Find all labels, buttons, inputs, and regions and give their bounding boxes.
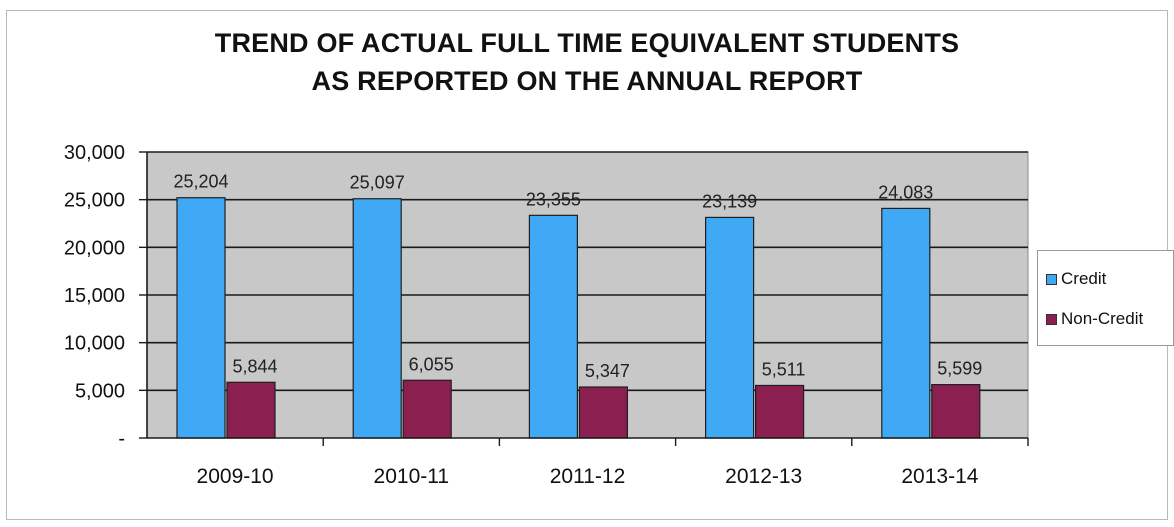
- data-label: 23,355: [526, 189, 581, 209]
- labels: - 5,000 10,000 15,000 20,000 25,000 30,000 25,2…: [64, 142, 982, 488]
- axes: [139, 151, 1029, 446]
- gridlines: [147, 151, 1028, 392]
- bar-non-credit-2011-12: [578, 386, 629, 439]
- legend-label-non-credit: Non-Credit: [1061, 309, 1144, 328]
- y-tick-label: 20,000: [64, 237, 125, 259]
- x-tick-label: 2010-11: [374, 465, 450, 488]
- y-tick-label: 15,000: [64, 285, 125, 307]
- legend-label-credit: Credit: [1061, 269, 1107, 288]
- chart-title: TREND OF ACTUAL FULL TIME EQUIVALENT STU…: [0, 24, 1174, 100]
- y-tick-label: -: [118, 428, 125, 450]
- data-label: 5,347: [585, 361, 630, 381]
- chart-title-line-1: TREND OF ACTUAL FULL TIME EQUIVALENT STU…: [214, 28, 960, 58]
- x-tick-label: 2012-13: [725, 465, 802, 488]
- bar-credit-2013-14: [881, 207, 931, 439]
- data-label: 23,139: [702, 191, 757, 211]
- legend-item-non-credit: Non-Credit: [1046, 309, 1143, 329]
- x-tick-label: 2009-10: [197, 465, 274, 488]
- bar-credit-2011-12: [528, 214, 579, 439]
- y-tick-label: 25,000: [64, 190, 125, 212]
- y-tick-label: 5,000: [75, 380, 125, 402]
- data-label: 5,844: [232, 356, 277, 376]
- bar-non-credit-2010-11: [402, 379, 452, 439]
- x-tick-label: 2013-14: [901, 465, 978, 488]
- data-label: 6,055: [409, 354, 454, 374]
- data-label: 5,599: [937, 359, 982, 379]
- legend-swatch-non-credit: [1046, 313, 1057, 325]
- chart-title-line-2: AS REPORTED ON THE ANNUAL REPORT: [311, 66, 863, 96]
- legend-swatch-credit: [1046, 273, 1057, 285]
- bar-credit-2010-11: [352, 198, 402, 439]
- y-tick-label: 10,000: [64, 333, 125, 355]
- legend: Credit Non-Credit: [1037, 250, 1174, 346]
- data-label: 25,097: [350, 173, 405, 193]
- data-label: 25,204: [173, 172, 228, 192]
- y-tick-label: 30,000: [64, 142, 125, 164]
- x-tick-label: 2011-12: [550, 465, 626, 488]
- bar-non-credit-2013-14: [931, 384, 981, 439]
- data-label: 5,511: [762, 359, 806, 379]
- bar-credit-2009-10: [176, 197, 226, 439]
- bar-non-credit-2012-13: [754, 384, 805, 439]
- data-label: 24,083: [878, 182, 933, 202]
- bars: [176, 197, 981, 439]
- bar-non-credit-2009-10: [226, 381, 276, 439]
- bar-credit-2012-13: [704, 216, 755, 439]
- legend-item-credit: Credit: [1046, 269, 1106, 289]
